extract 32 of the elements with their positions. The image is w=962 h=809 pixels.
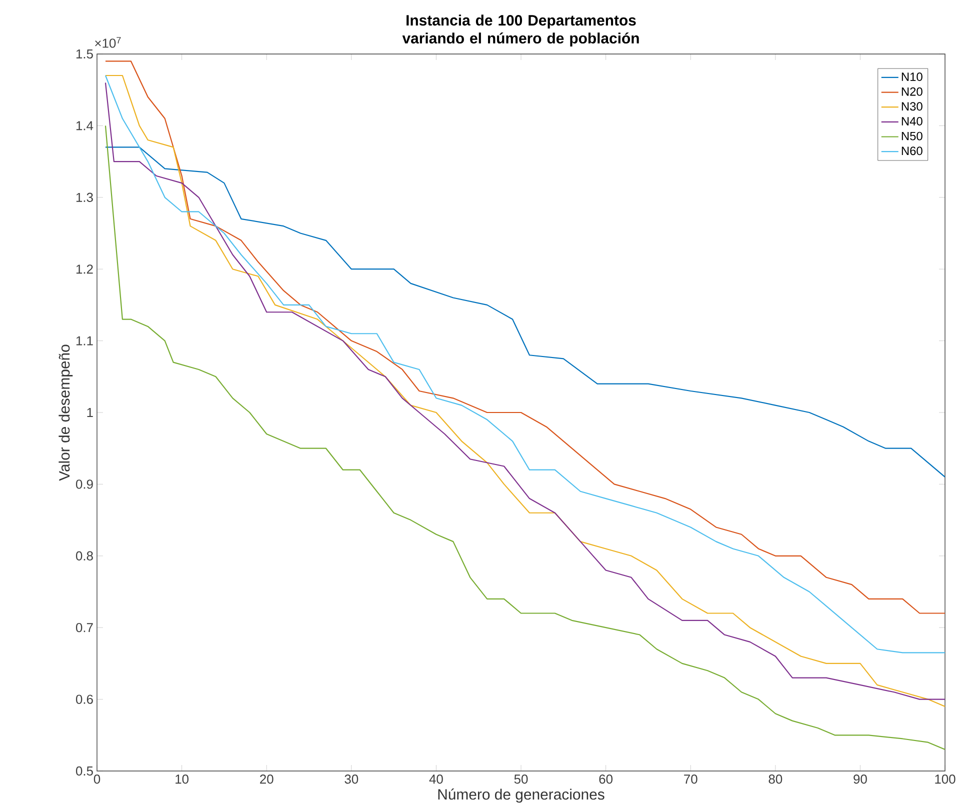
- y-tick-label: 0.8: [76, 551, 93, 560]
- y-tick-label: 1.5: [76, 49, 93, 59]
- legend-label: N40: [902, 117, 922, 126]
- x-tick-label: 40: [429, 774, 443, 784]
- y-tick-label: 0.7: [76, 623, 93, 632]
- x-tick-label: 80: [768, 774, 782, 784]
- legend-label: N60: [902, 146, 922, 156]
- x-tick-label: 60: [599, 774, 613, 784]
- legend-label: N50: [902, 132, 922, 140]
- y-tick-label: 1.1: [76, 336, 93, 346]
- legend-label: N20: [902, 87, 922, 96]
- x-tick-label: 100: [935, 774, 956, 784]
- x-tick-label: 0: [94, 774, 100, 784]
- x-tick-label: 10: [176, 774, 189, 784]
- y-tick-label: 0.9: [76, 480, 93, 489]
- y-axis-title: Valor de desempeño: [58, 344, 73, 481]
- x-tick-label: 30: [344, 774, 358, 784]
- x-tick-label: 70: [684, 774, 698, 784]
- y-tick-label: 0.6: [76, 694, 93, 704]
- x-tick-label: 20: [260, 774, 274, 784]
- y-tick-label: 1: [87, 408, 93, 417]
- x-tick-label: 50: [514, 774, 528, 784]
- y-tick-label: 1.2: [76, 264, 93, 274]
- y-tick-label: 1.3: [76, 192, 93, 202]
- text: ×10$^{7}$: [95, 37, 121, 48]
- y-tick-label: 0.5: [76, 766, 93, 776]
- chart-title: Instancia de 100 Departamentos variando el número de población: [402, 14, 639, 46]
- legend-label: N30: [902, 102, 922, 111]
- y-tick-label: 1.4: [76, 121, 94, 130]
- x-axis-title: Número de generaciones: [438, 788, 604, 803]
- legend-label: N10: [902, 72, 922, 81]
- x-tick-label: 90: [854, 774, 867, 784]
